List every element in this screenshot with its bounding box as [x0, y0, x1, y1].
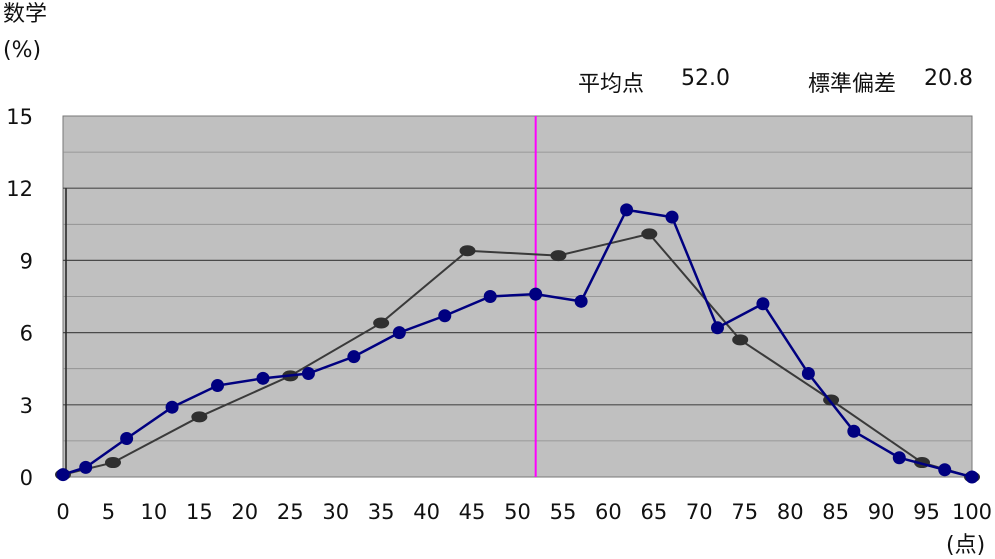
data-point-navy: [56, 468, 70, 482]
data-point-navy: [620, 203, 634, 217]
y-axis-title: 数学: [3, 2, 48, 27]
mean-value: 52.0: [681, 66, 730, 91]
data-point-navy: [847, 424, 861, 438]
data-point-navy: [301, 367, 315, 381]
x-tick-label: 70: [686, 500, 713, 524]
data-point-navy: [529, 287, 543, 301]
y-tick-label: 15: [6, 105, 33, 129]
x-axis-unit: (点): [946, 533, 986, 558]
x-tick-label: 45: [459, 500, 486, 524]
data-point-grey: [641, 228, 658, 240]
data-point-navy: [965, 470, 979, 484]
data-point-navy: [438, 309, 452, 323]
y-tick-label: 6: [20, 322, 33, 346]
sd-label: 標準偏差: [808, 72, 897, 97]
data-point-navy: [574, 294, 588, 308]
data-point-grey: [550, 250, 567, 262]
data-point-grey: [459, 245, 476, 257]
data-point-navy: [710, 321, 724, 335]
data-point-grey: [373, 317, 390, 329]
x-tick-label: 20: [231, 500, 258, 524]
data-point-navy: [801, 367, 815, 381]
y-tick-label: 3: [20, 394, 33, 418]
data-point-grey: [732, 334, 749, 346]
x-tick-label: 90: [868, 500, 895, 524]
x-tick-label: 75: [731, 500, 758, 524]
data-point-navy: [165, 400, 179, 414]
data-point-navy: [892, 451, 906, 465]
data-point-navy: [756, 297, 770, 311]
x-tick-label: 55: [550, 500, 577, 524]
series-line-navy: [62, 208, 973, 479]
series-line-grey: [62, 232, 973, 478]
x-tick-label: 100: [952, 500, 992, 524]
x-tick-label: 50: [504, 500, 531, 524]
x-tick-label: 35: [368, 500, 395, 524]
y-tick-label: 9: [20, 249, 33, 273]
data-point-navy: [120, 431, 134, 445]
x-tick-label: 95: [913, 500, 940, 524]
sd-value: 20.8: [924, 66, 973, 91]
data-point-grey: [104, 457, 121, 469]
x-tick-label: 30: [322, 500, 349, 524]
mean-label: 平均点: [578, 72, 645, 97]
data-point-navy: [483, 290, 497, 303]
x-tick-label: 10: [141, 500, 168, 524]
y-axis-unit: (%): [3, 38, 42, 63]
data-point-navy: [392, 326, 406, 340]
x-tick-label: 85: [822, 500, 849, 524]
x-tick-label: 15: [186, 500, 213, 524]
data-point-navy: [211, 379, 225, 393]
x-tick-label: 65: [640, 500, 667, 524]
data-point-navy: [347, 350, 361, 364]
data-point-navy: [938, 463, 952, 477]
data-point-navy: [79, 460, 93, 474]
x-tick-label: 40: [413, 500, 440, 524]
data-point-navy: [665, 210, 679, 224]
y-tick-label: 0: [20, 466, 33, 490]
x-tick-label: 60: [595, 500, 622, 524]
data-point-grey: [191, 411, 208, 423]
x-tick-label: 5: [102, 500, 115, 524]
y-tick-label: 12: [6, 177, 33, 201]
data-point-navy: [256, 371, 270, 385]
x-tick-label: 25: [277, 500, 304, 524]
x-tick-label: 80: [777, 500, 804, 524]
x-tick-label: 0: [56, 500, 69, 524]
